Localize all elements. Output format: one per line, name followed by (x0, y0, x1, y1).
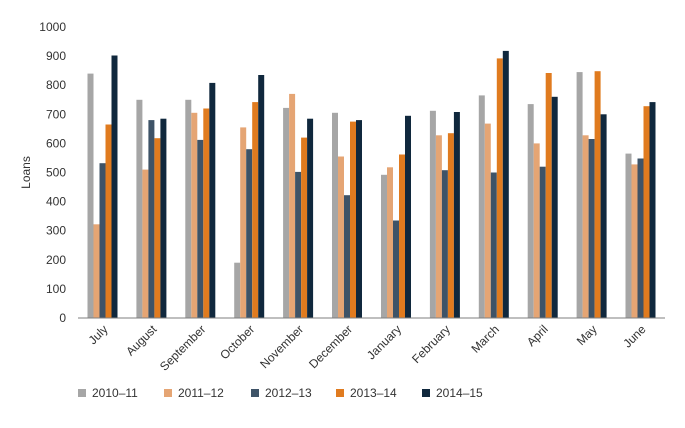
legend-label: 2011–12 (178, 386, 224, 400)
bar-january-3 (399, 154, 405, 318)
y-tick-label: 500 (46, 166, 66, 180)
x-tick-label-november: November (257, 322, 306, 371)
bar-september-0 (185, 99, 192, 319)
y-tick-label: 900 (46, 49, 66, 63)
legend: 2010–11 2011–12 2012–13 2013–14 2014–15 (78, 386, 483, 400)
bar-december-1 (338, 156, 344, 318)
bar-september-2 (197, 139, 204, 318)
bar-may-2 (588, 139, 595, 318)
bar-december-0 (332, 112, 338, 318)
x-tick-label-july: July (86, 322, 111, 347)
bar-february-1 (435, 135, 442, 318)
x-tick-label-january: January (364, 322, 404, 362)
y-tick-label: 200 (46, 253, 66, 267)
legend-label: 2012–13 (265, 386, 312, 400)
legend-swatch (336, 389, 344, 397)
bar-march-3 (496, 58, 503, 319)
bar-march-0 (478, 95, 485, 319)
bar-july-4 (111, 55, 118, 318)
y-tick-label: 700 (46, 107, 66, 121)
bar-december-4 (356, 120, 362, 318)
bar-october-2 (246, 149, 253, 318)
legend-label: 2013–14 (350, 386, 397, 400)
x-tick-label-september: September (157, 322, 208, 373)
bar-july-2 (99, 163, 106, 318)
legend-swatch (422, 389, 430, 397)
bar-march-2 (490, 172, 497, 318)
bar-june-3 (643, 106, 650, 318)
y-tick-label: 600 (46, 136, 66, 150)
bar-february-3 (447, 133, 454, 318)
legend-swatch (78, 389, 86, 397)
bar-march-1 (484, 123, 491, 318)
bar-august-2 (148, 120, 155, 318)
bar-january-1 (387, 167, 393, 318)
bar-may-3 (594, 71, 601, 318)
bar-february-0 (429, 110, 436, 318)
bar-june-0 (625, 153, 632, 318)
bar-may-4 (600, 114, 607, 318)
bar-july-3 (105, 124, 112, 318)
y-tick-label: 1000 (39, 20, 66, 34)
bar-april-2 (539, 166, 546, 318)
legend-label: 2010–11 (92, 386, 138, 400)
y-tick-label: 300 (46, 224, 66, 238)
bar-october-1 (240, 127, 247, 319)
bar-august-3 (154, 138, 161, 318)
bar-september-3 (203, 108, 210, 318)
bar-august-1 (142, 169, 149, 318)
bar-december-3 (350, 121, 356, 318)
bar-january-4 (405, 115, 411, 318)
bar-february-2 (441, 170, 448, 318)
x-tick-label-october: October (217, 322, 257, 362)
bar-november-1 (289, 93, 296, 319)
bar-december-2 (344, 195, 350, 318)
x-tick-label-march: March (468, 322, 501, 355)
bar-october-0 (234, 262, 241, 318)
y-tick-label: 400 (46, 195, 66, 209)
bar-april-0 (527, 104, 534, 318)
bar-november-4 (307, 118, 314, 318)
x-tick-label-december: December (306, 322, 355, 371)
bar-october-3 (252, 102, 259, 318)
legend-swatch (164, 389, 172, 397)
bar-january-0 (381, 174, 387, 318)
bar-january-2 (393, 220, 399, 318)
bar-october-4 (258, 75, 265, 318)
x-tick-label-august: August (123, 322, 160, 359)
bar-august-0 (136, 99, 143, 319)
bar-june-1 (631, 164, 638, 318)
bar-april-4 (551, 96, 558, 318)
x-tick-label-april: April (524, 322, 551, 349)
y-axis-title: Loans (19, 156, 33, 189)
bar-june-2 (637, 158, 644, 318)
bar-may-0 (576, 72, 583, 318)
bar-february-4 (453, 112, 460, 318)
legend-label: 2014–15 (436, 386, 483, 400)
bar-september-4 (209, 82, 216, 319)
x-tick-label-june: June (620, 322, 649, 351)
bar-september-1 (191, 112, 198, 318)
bar-april-3 (545, 73, 552, 318)
bar-july-1 (93, 224, 100, 318)
bar-march-4 (502, 50, 509, 319)
bar-june-4 (649, 102, 656, 318)
bars-group (87, 50, 656, 319)
legend-swatch (251, 389, 259, 397)
y-tick-label: 0 (59, 311, 66, 325)
bar-july-0 (87, 73, 94, 318)
y-tick-label: 800 (46, 78, 66, 92)
x-tick-label-february: February (409, 322, 453, 366)
bar-november-2 (295, 171, 302, 318)
bar-november-0 (283, 107, 290, 319)
bar-august-4 (160, 118, 167, 318)
bar-april-1 (533, 143, 540, 318)
bar-may-1 (582, 135, 589, 318)
y-tick-label: 100 (46, 282, 66, 296)
x-tick-label-may: May (574, 322, 600, 348)
bar-november-3 (301, 137, 308, 318)
